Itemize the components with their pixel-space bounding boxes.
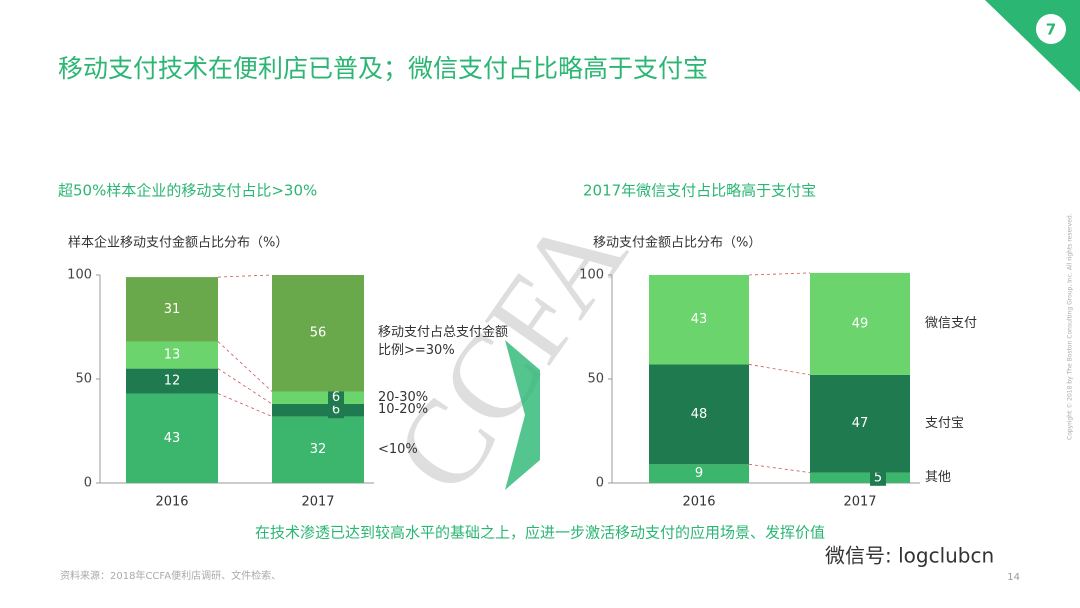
y-tick-label: 0 xyxy=(84,476,92,491)
y-tick-label: 50 xyxy=(587,372,604,387)
chart-subtitle: 超50%样本企业的移动支付占比>30% xyxy=(58,182,317,200)
connector xyxy=(217,393,273,417)
bar-segment xyxy=(810,472,910,483)
connector xyxy=(217,274,273,278)
slide-title: 移动支付技术在便利店已普及；微信支付占比略高于支付宝 xyxy=(58,54,708,83)
bar-segment xyxy=(126,393,218,483)
value-label: 49 xyxy=(852,316,869,331)
x-tick-label: 2017 xyxy=(843,495,876,510)
bar-segment xyxy=(126,341,218,369)
chart-title: 移动支付金额占比分布（%） xyxy=(593,235,761,251)
connector xyxy=(217,341,273,392)
series-label: 10-20% xyxy=(378,402,429,418)
series-label: 移动支付占总支付金额比例>=30% xyxy=(378,325,509,359)
y-tick-label: 100 xyxy=(67,268,92,283)
connector xyxy=(748,463,811,473)
bar-segment xyxy=(649,275,749,365)
bar-segment xyxy=(810,374,910,473)
value-label: 13 xyxy=(164,348,181,363)
x-tick-label: 2017 xyxy=(301,495,334,510)
page-number: 14 xyxy=(1007,572,1020,583)
bar-segment xyxy=(126,277,218,342)
wechat-id: 微信号: logclubcn xyxy=(825,544,994,568)
chart-title: 样本企业移动支付金额占比分布（%） xyxy=(68,235,288,251)
series-label: 20-30% xyxy=(378,389,429,405)
bar-segment xyxy=(126,368,218,394)
connector xyxy=(217,368,273,405)
series-label: 支付宝 xyxy=(925,415,965,431)
bar-segment xyxy=(272,391,364,404)
corner-badge xyxy=(985,0,1080,92)
value-label: 47 xyxy=(852,416,869,431)
bar-segment xyxy=(272,416,364,483)
page-badge: 7 xyxy=(1046,21,1056,39)
series-label: <10% xyxy=(378,441,418,457)
bar-segment xyxy=(810,272,910,375)
chart-subtitle: 2017年微信支付占比略高于支付宝 xyxy=(583,182,816,200)
x-tick-label: 2016 xyxy=(155,495,188,510)
connector xyxy=(748,272,811,276)
source: 资料来源：2018年CCFA便利店调研、文件检索、 xyxy=(60,569,281,582)
y-tick-label: 50 xyxy=(75,372,92,387)
value-label: 6 xyxy=(332,390,340,405)
value-label: 43 xyxy=(164,431,181,446)
connector xyxy=(748,364,811,376)
label-box xyxy=(870,469,886,486)
value-label: 56 xyxy=(310,326,327,341)
y-tick-label: 100 xyxy=(579,268,604,283)
bar-segment xyxy=(649,364,749,465)
value-label: 6 xyxy=(332,403,340,418)
value-label: 43 xyxy=(691,312,708,327)
badge-circle xyxy=(1036,14,1066,44)
label-box xyxy=(328,389,344,406)
series-label: 微信支付 xyxy=(925,315,978,331)
conclusion: 在技术渗透已达到较高水平的基础之上，应进一步激活移动支付的应用场景、发挥价值 xyxy=(255,524,825,542)
value-label: 48 xyxy=(691,407,708,422)
value-label: 5 xyxy=(874,470,882,485)
bar-segment xyxy=(272,275,364,392)
series-label: 其他 xyxy=(925,469,952,485)
copyright: Copyright © 2018 by The Boston Consultin… xyxy=(1067,213,1074,440)
value-label: 12 xyxy=(164,374,181,389)
value-label: 32 xyxy=(310,442,327,457)
label-box xyxy=(328,402,344,419)
value-label: 9 xyxy=(695,466,703,481)
bar-segment xyxy=(272,403,364,417)
y-tick-label: 0 xyxy=(596,476,604,491)
bar-segment xyxy=(649,464,749,483)
x-tick-label: 2016 xyxy=(682,495,715,510)
arrow-chevron xyxy=(505,340,540,490)
value-label: 31 xyxy=(164,302,181,317)
